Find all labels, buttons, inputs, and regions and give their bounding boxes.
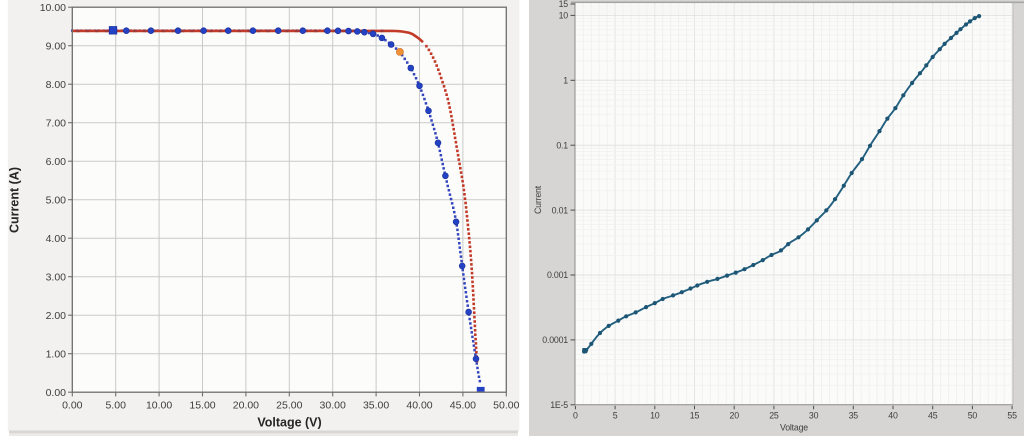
- svg-text:15: 15: [690, 410, 700, 420]
- svg-text:0.001: 0.001: [547, 270, 568, 280]
- svg-text:40: 40: [888, 410, 898, 420]
- svg-text:2.00: 2.00: [46, 310, 67, 322]
- svg-text:10.00: 10.00: [40, 2, 66, 14]
- svg-text:20.00: 20.00: [233, 400, 259, 412]
- svg-text:25.00: 25.00: [276, 400, 302, 412]
- svg-text:9.00: 9.00: [46, 40, 67, 52]
- svg-text:Voltage: Voltage: [780, 423, 808, 433]
- svg-text:1: 1: [563, 76, 568, 86]
- svg-text:20: 20: [730, 410, 740, 420]
- svg-text:Current (A): Current (A): [8, 167, 22, 233]
- svg-text:10.00: 10.00: [146, 400, 172, 412]
- svg-text:7.00: 7.00: [46, 117, 67, 129]
- svg-text:1.00: 1.00: [46, 348, 67, 360]
- svg-text:Current: Current: [533, 185, 543, 214]
- svg-text:0.0001: 0.0001: [542, 335, 568, 345]
- svg-text:0.01: 0.01: [552, 205, 569, 215]
- svg-text:0.00: 0.00: [62, 400, 83, 412]
- svg-text:50: 50: [968, 410, 978, 420]
- svg-text:45: 45: [928, 410, 938, 420]
- svg-text:5: 5: [613, 410, 618, 420]
- svg-text:4.00: 4.00: [46, 233, 67, 245]
- svg-text:0: 0: [573, 410, 578, 420]
- svg-text:30.00: 30.00: [320, 400, 346, 412]
- svg-text:1E-5: 1E-5: [550, 400, 568, 410]
- svg-text:35: 35: [849, 410, 859, 420]
- svg-text:40.00: 40.00: [406, 400, 432, 412]
- svg-text:6.00: 6.00: [46, 156, 67, 168]
- svg-text:Voltage (V): Voltage (V): [257, 416, 321, 430]
- svg-text:8.00: 8.00: [46, 79, 67, 91]
- svg-text:15: 15: [559, 0, 569, 9]
- svg-text:35.00: 35.00: [363, 400, 389, 412]
- svg-text:10: 10: [650, 410, 660, 420]
- svg-text:0.1: 0.1: [556, 140, 568, 150]
- svg-text:25: 25: [769, 410, 779, 420]
- svg-text:15.00: 15.00: [189, 400, 215, 412]
- svg-text:5.00: 5.00: [46, 194, 67, 206]
- svg-text:45.00: 45.00: [450, 400, 476, 412]
- svg-text:5.00: 5.00: [105, 400, 126, 412]
- svg-text:3.00: 3.00: [46, 271, 67, 283]
- svg-text:10: 10: [559, 11, 569, 21]
- svg-text:30: 30: [809, 410, 819, 420]
- svg-text:0.00: 0.00: [46, 387, 67, 399]
- svg-text:55: 55: [1007, 410, 1017, 420]
- svg-text:50.00: 50.00: [493, 400, 519, 412]
